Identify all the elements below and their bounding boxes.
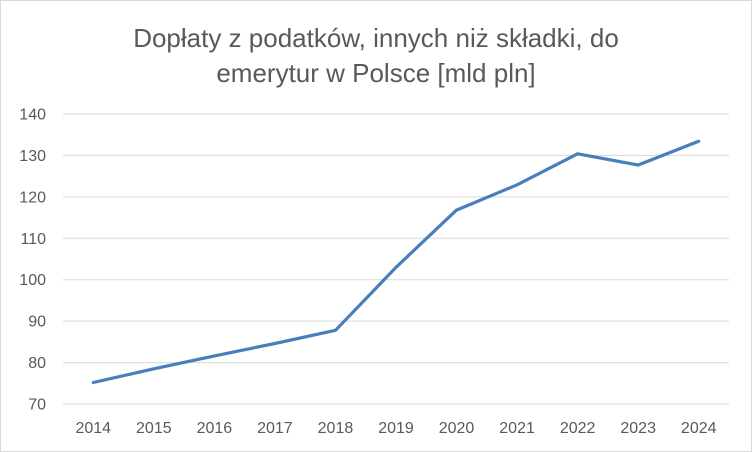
x-tick-label: 2017 xyxy=(257,420,293,437)
x-tick-label: 2021 xyxy=(499,420,535,437)
series-group xyxy=(91,139,701,385)
data-point-2015 xyxy=(152,367,155,370)
data-point-2017 xyxy=(273,342,276,345)
x-tick-label: 2018 xyxy=(318,420,354,437)
x-tick-label: 2015 xyxy=(136,420,172,437)
data-point-2024 xyxy=(697,140,700,143)
chart-title-line-2: emerytur w Polsce [mld pln] xyxy=(216,58,536,88)
data-point-2023 xyxy=(637,163,640,166)
y-tick-label: 100 xyxy=(19,272,46,289)
data-point-2022 xyxy=(576,152,579,155)
gridlines xyxy=(63,113,729,405)
data-point-2020 xyxy=(455,209,458,212)
x-tick-label: 2023 xyxy=(620,420,656,437)
x-tick-label: 2024 xyxy=(681,420,717,437)
series-line xyxy=(91,139,701,385)
chart-title: Dopłaty z podatków, innych niż składki, … xyxy=(1,21,751,91)
y-tick-label: 110 xyxy=(20,231,46,248)
y-axis-tick-labels: 70 80 90 100 110 120 130 140 xyxy=(19,107,46,414)
y-tick-label: 80 xyxy=(28,355,46,372)
x-axis-tick-labels: 2014 2015 2016 2017 2018 2019 2020 2021 2022 2023… xyxy=(75,420,716,437)
data-point-2019 xyxy=(395,266,398,269)
y-tick-label: 90 xyxy=(28,314,46,331)
data-point-2021 xyxy=(516,183,519,186)
y-tick-label: 130 xyxy=(19,148,46,165)
data-point-2014 xyxy=(92,381,95,384)
x-tick-label: 2020 xyxy=(439,420,475,437)
chart-title-line-1: Dopłaty z podatków, innych niż składki, … xyxy=(133,23,619,53)
x-tick-label: 2016 xyxy=(197,420,233,437)
x-tick-label: 2022 xyxy=(560,420,596,437)
y-tick-label: 70 xyxy=(28,397,46,414)
y-tick-label: 120 xyxy=(19,189,46,206)
data-point-2018 xyxy=(334,329,337,332)
data-point-2016 xyxy=(213,354,216,357)
x-tick-label: 2014 xyxy=(75,420,111,437)
y-tick-label: 140 xyxy=(19,107,46,124)
x-tick-label: 2019 xyxy=(378,420,414,437)
